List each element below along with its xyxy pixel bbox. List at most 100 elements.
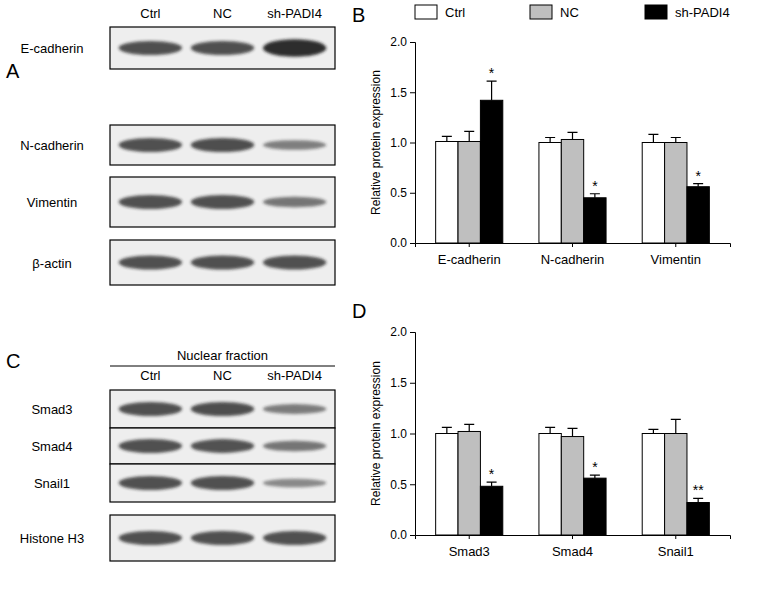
tick-label: 1.5 [390, 376, 407, 390]
tick-mark [572, 535, 573, 539]
bar [539, 143, 561, 244]
tick-mark [410, 92, 415, 93]
tick-label: 2.0 [390, 325, 407, 339]
blot-band [263, 256, 326, 270]
lane-label: Ctrl [140, 368, 160, 383]
tick: 0.5 [390, 478, 415, 492]
panel-label: A [6, 60, 20, 82]
tick: 1.5 [390, 376, 415, 390]
row-label: Histone H3 [20, 531, 84, 546]
tick-label: N-cadherin [541, 252, 605, 267]
blot-band [191, 402, 254, 416]
y-axis: 0.00.51.01.52.0 [390, 35, 415, 250]
header-rule [110, 366, 335, 367]
legend-label: NC [560, 5, 579, 20]
panel-label: D [352, 300, 366, 322]
blot-frame [110, 27, 335, 69]
error-bar [487, 482, 497, 486]
tick-mark [410, 383, 415, 384]
error-bar [648, 429, 658, 433]
blot-band [191, 256, 254, 270]
tick-mark [469, 243, 470, 247]
blot-band [119, 439, 182, 453]
bar [458, 141, 480, 243]
blot-frame [110, 240, 335, 285]
bar [642, 434, 664, 536]
row-label: Smad4 [31, 439, 72, 454]
blot-frame [110, 177, 335, 227]
blot-band [263, 531, 326, 545]
bar-chart: D****0.00.51.01.52.0Smad3Smad4Snail1Rela… [352, 300, 731, 559]
blot-frame [110, 125, 335, 165]
bar [665, 434, 687, 536]
plot-area [436, 81, 710, 243]
tick-label: Vimentin [651, 252, 701, 267]
axis-line [416, 244, 731, 248]
tick-label: 0.0 [390, 528, 407, 542]
blot-frame [110, 464, 335, 502]
lane-label: sh-PADI4 [267, 6, 322, 21]
blot-band [263, 39, 326, 56]
blot-band [191, 476, 254, 490]
row-label: Vimentin [27, 195, 77, 210]
axis-line [410, 333, 416, 536]
blot-band [191, 439, 254, 453]
error-bar [545, 137, 555, 142]
error-bar [442, 427, 452, 433]
tick: 1.0 [390, 427, 415, 441]
blot-band [191, 195, 254, 209]
tick: 1.0 [390, 136, 415, 150]
tick-mark [675, 535, 676, 539]
row-label: N-cadherin [20, 138, 84, 153]
lane-label: NC [213, 368, 232, 383]
significance: * [695, 168, 701, 184]
tick-label: 1.0 [390, 427, 407, 441]
tick-mark [410, 332, 415, 333]
blot-band [263, 197, 326, 207]
tick-label: Smad3 [449, 544, 490, 559]
blot-band [191, 41, 254, 55]
bar [480, 486, 502, 535]
panel-label: B [352, 4, 365, 26]
tick-label: 2.0 [390, 35, 407, 49]
tick: Smad3 [449, 535, 490, 559]
tick-mark [410, 243, 415, 244]
error-bar [590, 194, 600, 198]
error-bar [693, 498, 703, 502]
tick-label: Snail1 [658, 544, 694, 559]
tick-label: 0.5 [390, 186, 407, 200]
significance: * [489, 65, 495, 81]
figure: B***0.00.51.01.52.0E-cadherinN-cadherinV… [0, 0, 765, 589]
y-axis-title: Relative protein expression [369, 361, 383, 506]
bar [642, 143, 664, 244]
blot-band [119, 138, 182, 152]
axis-line [416, 536, 731, 540]
bar [687, 187, 709, 243]
error-bar [671, 419, 681, 433]
blot-frame [110, 515, 335, 561]
legend-swatch [530, 5, 552, 19]
blot-band [119, 531, 182, 545]
bar [458, 431, 480, 535]
significance: * [592, 459, 598, 475]
tick-label: 1.0 [390, 136, 407, 150]
error-bar [568, 132, 578, 139]
y-axis: 0.0 0.5 1.0 1.5 2.0 [390, 325, 415, 542]
tick: 1.5 [390, 86, 415, 100]
significance: ** [693, 482, 704, 498]
legend-swatch [415, 5, 437, 19]
blot-band [263, 441, 326, 451]
tick: Vimentin [651, 243, 701, 267]
tick: 0.5 [390, 186, 415, 200]
bar [561, 139, 583, 243]
plot-area [436, 419, 710, 535]
error-bar [487, 81, 497, 100]
lane-label: sh-PADI4 [267, 368, 322, 383]
row-label: Snail1 [34, 476, 70, 491]
error-bar [545, 427, 555, 433]
blot-band [191, 531, 254, 545]
tick-mark [410, 484, 415, 485]
x-axis: Smad3Smad4Snail1 [416, 535, 731, 559]
tick-label: 0.5 [390, 478, 407, 492]
error-bar [442, 136, 452, 141]
